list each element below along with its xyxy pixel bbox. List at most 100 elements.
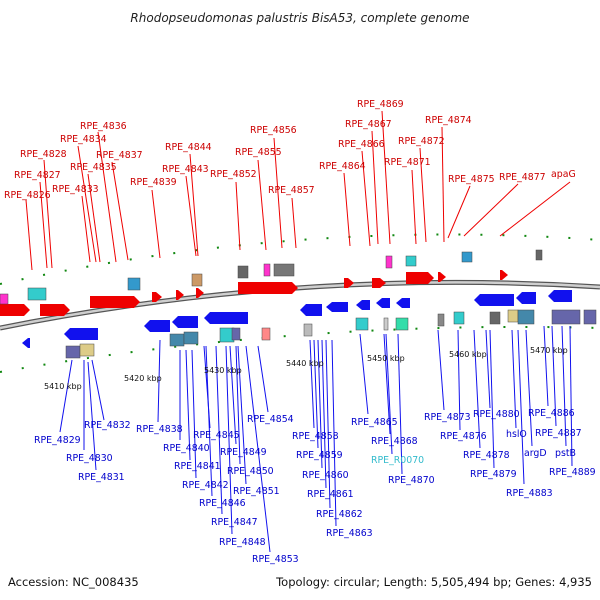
- tick-label: 5470 kbp: [530, 346, 568, 355]
- leader-line: [551, 325, 557, 427]
- gene-label: RPE_4889: [549, 467, 596, 478]
- gene-label: RPE_4858: [292, 431, 339, 442]
- leader-line: [189, 153, 199, 257]
- reverse-gene-arrow: [64, 328, 98, 340]
- leader-line: [441, 126, 445, 243]
- leader-line: [205, 345, 213, 497]
- forward-gene-arrow: [196, 288, 204, 298]
- feature-block: [385, 255, 393, 269]
- leader-line: [291, 197, 297, 249]
- gene-label: RPE_4861: [307, 489, 354, 500]
- feature-block: [261, 327, 271, 341]
- feature-block: [231, 327, 241, 341]
- leader-line: [463, 183, 519, 237]
- reverse-gene-arrow: [172, 316, 198, 328]
- reverse-gene-arrow: [204, 312, 248, 324]
- feature-block: [273, 263, 295, 277]
- feature-block: [79, 343, 95, 357]
- gene-label: RPE_4834: [60, 134, 107, 145]
- gene-label: RPE_4879: [470, 469, 517, 480]
- leader-line: [511, 329, 517, 429]
- gene-label: apaG: [551, 169, 576, 180]
- gene-label: RPE_4829: [34, 435, 81, 446]
- reverse-gene-arrow: [326, 302, 348, 312]
- gene-label: RPE_4835: [70, 162, 117, 173]
- feature-block: [169, 333, 185, 347]
- feature-block: [461, 251, 473, 263]
- forward-strand-features: [0, 249, 543, 316]
- feature-block: [395, 317, 409, 331]
- leader-line: [25, 199, 33, 271]
- tick-label: 5430 kbp: [204, 366, 242, 375]
- gene-label: RPE_4836: [80, 121, 127, 132]
- feature-block: [489, 311, 501, 325]
- gene-label: RPE_4831: [78, 472, 125, 483]
- tick-label: 5450 kbp: [367, 354, 405, 363]
- genome-summary-text: Topology: circular; Length: 5,505,494 bp…: [275, 575, 592, 589]
- feature-block: [303, 323, 313, 337]
- gene-label: RPE_4851: [233, 486, 280, 497]
- feature-block: [355, 317, 369, 331]
- gene-label: RPE_4842: [182, 480, 229, 491]
- feature-block: [127, 277, 141, 291]
- tick-label: 5460 kbp: [449, 350, 487, 359]
- gene-label: RPE_4876: [440, 431, 487, 442]
- leader-line: [237, 345, 247, 485]
- rna-label: RPE_R0070: [371, 455, 424, 466]
- reverse-gene-arrow: [300, 304, 322, 316]
- reverse-gene-arrow: [474, 294, 514, 306]
- leader-line: [191, 349, 197, 479]
- feature-block: [551, 309, 581, 325]
- leader-line: [97, 131, 117, 263]
- gene-label: RPE_4859: [296, 450, 343, 461]
- feature-block: [27, 287, 47, 301]
- leader-line: [91, 359, 105, 421]
- gene-label: RPE_4827: [14, 170, 61, 181]
- reverse-strand-features: [22, 290, 597, 359]
- leader-line: [371, 130, 379, 245]
- gene-label: RPE_4866: [338, 139, 385, 150]
- gene-label: RPE_4833: [52, 184, 99, 195]
- leader-line: [43, 159, 53, 269]
- leader-line: [447, 185, 471, 239]
- gene-label: RPE_4860: [302, 470, 349, 481]
- leader-line: [419, 147, 427, 243]
- gene-label: RPE_4864: [319, 161, 366, 172]
- gene-label: RPE_4845: [193, 430, 240, 441]
- gene-label: RPE_4863: [326, 528, 373, 539]
- leader-line: [331, 339, 337, 527]
- tick-label: 5440 kbp: [286, 359, 324, 368]
- gene-label: RPE_4857: [268, 185, 315, 196]
- gene-label: RPE_4847: [211, 517, 258, 528]
- feature-block: [437, 313, 445, 327]
- feature-block: [383, 317, 389, 331]
- leader-line: [225, 345, 233, 535]
- feature-block: [405, 255, 417, 267]
- leader-line: [489, 329, 495, 469]
- gene-label: RPE_4883: [506, 488, 553, 499]
- feature-block: [237, 265, 249, 279]
- leader-line: [257, 159, 267, 251]
- gene-label: RPE_4840: [163, 443, 210, 454]
- gene-label: RPE_4854: [247, 414, 294, 425]
- gene-label: RPE_4875: [448, 174, 495, 185]
- gene-label: RPE_4830: [66, 453, 113, 464]
- feature-block: [583, 309, 597, 325]
- reverse-gene-arrow: [396, 298, 410, 308]
- gene-label: RPE_4837: [96, 150, 143, 161]
- feature-block: [191, 273, 203, 287]
- tick-label: 5410 kbp: [44, 382, 82, 391]
- leader-line: [473, 329, 481, 449]
- gene-label: RPE_4878: [463, 450, 510, 461]
- gene-label: RPE_4841: [174, 461, 221, 472]
- leader-line: [185, 349, 191, 461]
- bottom-label-leaders: [59, 325, 573, 553]
- gene-label: RPE_4862: [316, 509, 363, 520]
- gene-label: RPE_4867: [345, 119, 392, 130]
- forward-gene-arrow: [0, 304, 30, 316]
- leader-line: [359, 333, 369, 415]
- leader-line: [457, 329, 461, 431]
- gene-label: RPE_4846: [199, 498, 246, 509]
- feature-block: [453, 311, 465, 325]
